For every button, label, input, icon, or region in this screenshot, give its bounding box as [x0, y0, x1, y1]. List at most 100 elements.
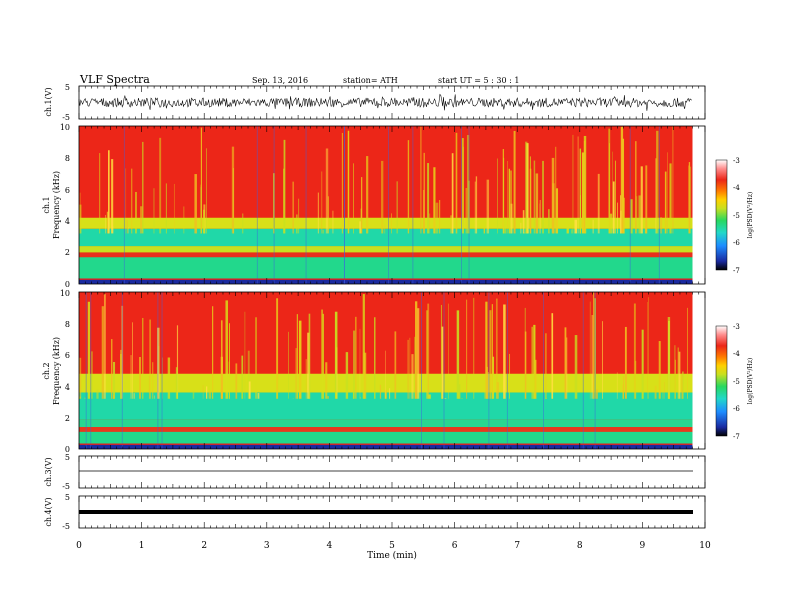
ch2-spec-sferic [654, 385, 657, 399]
ch1-spec-sferic [539, 199, 541, 234]
ch1-spec-sferic [206, 148, 207, 234]
x-tick-5: 5 [389, 541, 395, 551]
ch1-spec-sferic [420, 126, 422, 234]
ch1-spec-sferic [325, 148, 329, 234]
ch1-spec-sferic [396, 181, 398, 234]
ch2-spec-sferic [298, 320, 302, 399]
ch2-spec-sferic [247, 350, 250, 399]
ch1-spec-sferic [655, 158, 657, 234]
ch2-spec-sferic [288, 331, 289, 399]
ch2-spec-sferic [533, 324, 536, 399]
ch2-spec-strong-sferic [543, 292, 544, 449]
ch2-spec-band-1 [79, 431, 693, 445]
ch1-spec-sferic [664, 228, 666, 234]
ch2-spec-sferic [503, 304, 506, 399]
ch4-waveform-ytick-bottom: -5 [62, 522, 70, 531]
ch1-ytick-6: 6 [65, 186, 70, 195]
ch4-waveform-panel: 5 -5 ch.4(V) [44, 493, 706, 531]
ch2-spec-sferic [622, 384, 625, 399]
ch1-spec-band-4 [79, 228, 693, 247]
ch2-spec-sferic [508, 353, 511, 399]
ch2-spec-band-6 [79, 292, 693, 374]
ch2-spec-sferic [484, 383, 486, 399]
ch1-spec-sferic [509, 170, 512, 234]
start-time-label: start UT = 5 : 30 : 1 [438, 76, 519, 85]
ch1-spec-sferic [529, 168, 532, 234]
ch2-spec-sferic [345, 352, 349, 399]
ch1-spec-sferic [381, 160, 384, 234]
ch1-spec-strong-sferic [123, 126, 125, 284]
ch1-spec-sferic [407, 140, 410, 234]
ch1-spec-sferic [474, 181, 476, 234]
ch1-spec-sferic [142, 141, 144, 234]
ch2-cbar-tick-m4: -4 [733, 350, 740, 358]
x-tick-2: 2 [201, 541, 207, 551]
ch2-ytick-8: 8 [65, 320, 70, 329]
ch1-channel-label: ch.1 [42, 196, 51, 213]
ch1-spec-sferic [660, 217, 663, 234]
ch1-spec-sferic [111, 159, 114, 234]
ch1-spec-strong-sferic [388, 126, 390, 284]
ch2-spec-strong-sferic [506, 292, 508, 449]
ch2-spec-strong-sferic [443, 292, 445, 449]
ch2-cbar-tick-m5: -5 [733, 378, 740, 386]
ch1-spec-sferic [231, 146, 235, 234]
ch1-spec-sferic [321, 171, 323, 234]
ch1-spectrogram-image [79, 126, 693, 284]
ch1-spec-sferic [296, 214, 298, 234]
ch2-spec-sferic [641, 329, 644, 399]
ch2-cbar-tick-m3: -3 [733, 323, 740, 331]
ch1-spec-sferic [522, 210, 525, 234]
ch2-spec-sferic [228, 361, 230, 399]
ch2-spec-sferic [545, 333, 547, 399]
ch2-spec-sferic [130, 355, 132, 399]
ch1-spec-sferic [450, 215, 453, 234]
ch2-spec-tone-line [79, 443, 693, 445]
ch1-spec-sferic [435, 202, 439, 234]
ch1-spec-band-2 [79, 252, 693, 258]
ch2-spec-sferic [176, 325, 179, 399]
ch2-spec-strong-sferic [157, 292, 159, 449]
ch2-spec-strong-sferic [421, 292, 422, 449]
ch1-freq-axis-label: Frequency (kHz) [52, 171, 61, 239]
ch2-spec-sferic [524, 331, 527, 399]
ch3-waveform-ylabel: ch.3(V) [44, 457, 53, 486]
ch1-ytick-8: 8 [65, 154, 70, 163]
ch1-spec-sferic [332, 210, 334, 234]
ch2-spec-sferic [616, 372, 618, 399]
ch1-waveform-ytick-bottom: -5 [62, 113, 70, 122]
x-tick-8: 8 [577, 541, 583, 551]
ch1-spec-sferic [359, 221, 362, 234]
ch1-spec-strong-sferic [305, 126, 307, 284]
ch2-spec-sferic [355, 316, 357, 399]
ch2-spec-sferic [241, 355, 244, 399]
ch1-spec-sferic [504, 217, 507, 234]
ch1-spec-sferic [623, 197, 625, 234]
ch2-spec-sferic [426, 310, 429, 399]
ch1-spec-strong-sferic [629, 126, 631, 284]
ch1-spec-sferic [497, 158, 498, 234]
ch1-spec-sferic [503, 157, 505, 234]
ch2-spec-sferic [225, 300, 228, 399]
ch4-waveform-ytick-top: 5 [65, 493, 70, 502]
ch1-spec-sferic [466, 135, 470, 234]
ch1-spec-sferic [612, 181, 615, 234]
ch2-spec-strong-sferic [161, 292, 163, 449]
ch2-spec-band-5 [79, 373, 693, 393]
ch2-spec-sferic [96, 389, 99, 399]
ch1-spec-sferic [636, 196, 638, 234]
ch1-spec-sferic [203, 209, 205, 234]
ch2-spec-sferic [296, 314, 298, 399]
ch1-waveform-ytick-top: 5 [65, 83, 70, 92]
ch2-spec-sferic [321, 309, 323, 399]
ch1-spec-sferic [581, 152, 585, 234]
ch2-spec-sferic [674, 359, 676, 399]
ch2-spec-sferic [87, 301, 91, 399]
x-tick-7: 7 [514, 541, 520, 551]
ch1-spec-sferic [99, 153, 101, 234]
ch2-spec-sferic [235, 363, 238, 399]
ch1-spec-sferic [353, 163, 354, 234]
ch2-spec-sferic [84, 397, 86, 399]
ch1-spec-sferic [366, 156, 369, 234]
ch1-spec-strong-sferic [256, 126, 258, 284]
